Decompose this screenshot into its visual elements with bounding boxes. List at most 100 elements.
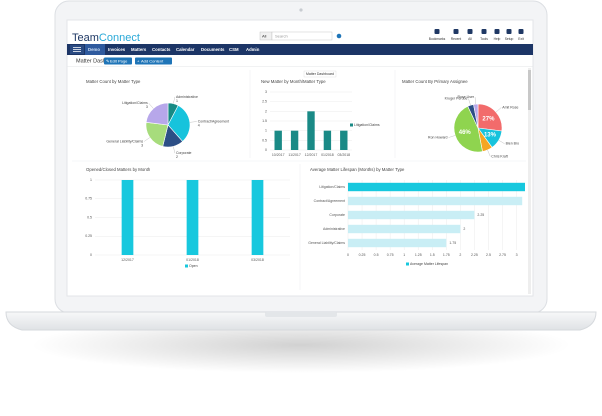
tooltip-box	[303, 70, 337, 78]
bar	[251, 180, 264, 255]
x-tick-label: 0	[347, 253, 349, 257]
x-tick-label: 1.75	[443, 253, 450, 257]
nav-item[interactable]: Calendar	[176, 47, 195, 52]
slice-value: 3	[146, 105, 148, 109]
x-tick-label: 0.25	[359, 253, 366, 257]
x-tick-label: 2.5	[486, 253, 491, 257]
x-tick-label: 12/2017	[305, 153, 318, 157]
slice-label: Rose User	[458, 95, 475, 99]
slice-value: 3	[141, 143, 143, 147]
x-tick-label: 0.5	[374, 253, 379, 257]
slice-value: 2	[176, 155, 178, 159]
header-icon[interactable]	[467, 29, 473, 34]
bar	[340, 130, 348, 150]
chart-title: Matter Count By Primary Assignee	[402, 79, 468, 84]
bar	[307, 111, 315, 150]
x-tick-label: 12/2017	[121, 258, 134, 262]
y-tick-label: 2	[265, 109, 267, 113]
button[interactable]	[135, 57, 172, 65]
y-tick-label: 2.5	[262, 100, 267, 104]
bar	[121, 180, 134, 255]
pie-slice	[145, 122, 169, 147]
x-tick-label: 01/2018	[186, 258, 199, 262]
dashboard: Matter Count by Matter Type Administrativ…	[85, 70, 525, 268]
scrollbar[interactable]	[528, 68, 531, 294]
x-tick-label: 3	[516, 253, 518, 257]
legend-swatch	[185, 264, 188, 268]
y-tick-label: 1	[265, 129, 267, 133]
button-label: Add Content	[141, 58, 164, 63]
x-tick-label: 1.25	[415, 253, 422, 257]
button-icon: +	[137, 58, 140, 63]
logo: TeamConnect	[72, 32, 140, 44]
header-icon[interactable]	[518, 29, 524, 34]
y-tick-label: 0.5	[262, 138, 267, 142]
chart-title: Opened/Closed Matters by Month	[86, 167, 151, 172]
nav-item[interactable]: Documents	[201, 47, 225, 52]
search-button[interactable]	[336, 33, 342, 39]
x-tick-label: 1	[403, 253, 405, 257]
x-tick-label: 10/2017	[272, 153, 285, 157]
button[interactable]	[104, 57, 132, 65]
header-icon[interactable]	[481, 29, 487, 34]
bar	[348, 196, 523, 206]
laptop-base	[5, 311, 597, 331]
nav-active	[85, 44, 105, 55]
nav-item[interactable]: Demo	[88, 47, 100, 52]
chart-title: New Matter by Month/Matter Type	[261, 79, 326, 84]
slice-label: Chris Kraft	[491, 154, 508, 158]
x-tick-label: 01/2018	[321, 153, 334, 157]
slice-value: 4	[198, 123, 200, 127]
header-icon-label: Help	[494, 37, 501, 41]
y-tick-label: 0.25	[85, 234, 92, 238]
header-icon[interactable]	[494, 29, 500, 34]
label-leader	[474, 97, 476, 105]
nav-item[interactable]: Contacts	[152, 47, 171, 52]
y-tick-label: 0	[90, 253, 92, 257]
bar	[290, 130, 299, 150]
header-icon-label: Recent	[451, 37, 462, 41]
slice-value: 1	[176, 99, 178, 103]
y-tick-label: Corporate	[329, 213, 345, 217]
header-icon-label: Bookmarks	[429, 37, 446, 41]
search-scope-label: All	[262, 33, 267, 38]
nav-item[interactable]: Invoices	[108, 47, 126, 52]
logo-team: Team	[72, 32, 99, 44]
legend-label: Average Matter Lifespan	[410, 262, 448, 266]
hinge-notch	[265, 312, 337, 317]
slice-label: Corporate	[176, 151, 192, 155]
value-label: 1.75	[449, 241, 456, 245]
slice-label: General Liability/Claims	[106, 139, 143, 143]
y-tick-label: 0.75	[85, 197, 92, 201]
button-icon: ✎	[106, 58, 109, 63]
bar	[186, 180, 199, 255]
x-tick-label: 03/2018	[337, 153, 350, 157]
label-leader	[148, 103, 154, 109]
y-tick-label: General Liability/Claims	[308, 241, 345, 245]
label-leader	[173, 96, 176, 104]
scrollbar-thumb[interactable]	[528, 70, 531, 110]
search-input[interactable]	[271, 31, 333, 41]
legend-label: Open	[189, 264, 198, 268]
bar	[348, 210, 475, 220]
header-icon-label: Exit	[518, 37, 524, 41]
nav-item[interactable]: Matters	[131, 47, 147, 52]
x-tick-label: 0.75	[387, 253, 394, 257]
header-icon[interactable]	[434, 29, 440, 34]
slice-value: 27%	[482, 116, 495, 122]
label-leader	[189, 121, 197, 123]
header-icon[interactable]	[453, 29, 459, 34]
slice-label: Ron Howard	[428, 136, 448, 140]
legend-swatch	[350, 123, 353, 127]
nav-item[interactable]: CSM	[229, 47, 239, 52]
label-leader	[487, 149, 491, 157]
x-tick-label: 2.25	[471, 253, 478, 257]
nav-item[interactable]: Admin	[246, 47, 260, 52]
shadow	[31, 317, 571, 373]
slice-label: Administrative	[176, 95, 198, 99]
page-title: Matter Dashboard	[76, 58, 120, 64]
y-tick-label: Litigation/Claims	[319, 185, 345, 189]
header-icon[interactable]	[506, 29, 512, 34]
